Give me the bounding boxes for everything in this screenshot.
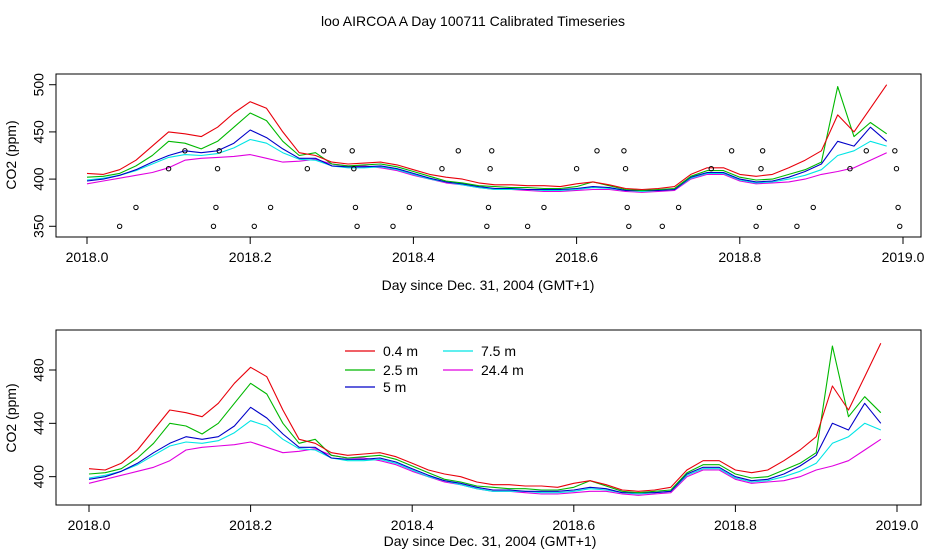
y-tick-label: 350 — [31, 214, 47, 238]
top-x-axis: 2018.0 2018.2 2018.4 2018.6 2018.8 2019.0 — [66, 237, 925, 265]
diamond-marker — [573, 166, 580, 172]
top-x-axis-label: Day since Dec. 31, 2004 (GMT+1) — [382, 277, 595, 293]
series-line-5-m — [88, 402, 882, 494]
x-tick-label: 2018.0 — [66, 249, 109, 265]
diamond-marker — [352, 204, 359, 211]
diamond-marker — [406, 204, 413, 211]
bottom-panel: 400 440 480 2018.0 2018.2 2018.4 2018.6 2018.8… — [3, 329, 922, 549]
series-line-5-m — [86, 126, 888, 191]
diamond-marker — [621, 148, 627, 154]
series-line-7-5-m — [88, 420, 882, 495]
x-tick-label: 2018.2 — [229, 517, 272, 533]
diamond-marker — [390, 223, 396, 229]
diamond-marker — [267, 204, 274, 211]
x-tick-label: 2018.4 — [391, 517, 434, 533]
diamond-marker — [708, 166, 714, 172]
bottom-series-lines — [88, 343, 882, 496]
diamond-marker — [759, 148, 766, 154]
y-tick-label: 400 — [31, 465, 47, 489]
diamond-marker — [216, 148, 222, 154]
diamond-marker — [863, 148, 869, 154]
series-line-0-4-m — [86, 84, 888, 191]
diamond-marker — [758, 166, 764, 172]
diamond-marker — [794, 223, 800, 229]
diamond-marker — [210, 223, 217, 229]
legend-label: 2.5 m — [383, 362, 418, 378]
diamond-marker — [182, 148, 188, 154]
x-tick-label: 2018.4 — [392, 249, 435, 265]
bottom-plot-frame — [55, 329, 922, 506]
diamond-marker — [320, 148, 327, 154]
y-tick-label: 500 — [31, 73, 47, 97]
y-tick-label: 480 — [31, 358, 47, 382]
x-tick-label: 2018.6 — [555, 249, 598, 265]
top-y-axis-label: CO2 (ppm) — [3, 120, 19, 189]
diamond-marker — [753, 223, 759, 229]
diamond-marker — [213, 204, 219, 211]
y-tick-label: 450 — [31, 120, 47, 144]
x-tick-label: 2018.6 — [552, 517, 595, 533]
diamond-marker — [455, 148, 461, 154]
x-tick-label: 2018.0 — [68, 517, 111, 533]
diamond-marker — [893, 166, 900, 172]
diamond-marker — [304, 166, 311, 172]
diamond-marker — [594, 148, 600, 154]
x-tick-label: 2018.8 — [714, 517, 757, 533]
series-line-0-4-m — [88, 343, 882, 492]
diamond-marker — [541, 204, 547, 211]
diamond-marker — [487, 166, 493, 172]
diamond-marker — [622, 166, 629, 172]
top-markers — [116, 148, 903, 229]
x-tick-label: 2019.0 — [882, 249, 925, 265]
legend-label: 7.5 m — [481, 343, 516, 359]
diamond-marker — [810, 204, 816, 211]
top-plot-frame — [55, 73, 922, 238]
diamond-marker — [897, 223, 903, 229]
x-tick-label: 2019.0 — [876, 517, 919, 533]
x-tick-label: 2018.8 — [718, 249, 761, 265]
diamond-marker — [624, 204, 630, 211]
diamond-marker — [892, 148, 898, 154]
y-tick-label: 400 — [31, 167, 47, 191]
diamond-marker — [484, 223, 490, 229]
diamond-marker — [756, 204, 763, 211]
diamond-marker — [675, 204, 682, 211]
diamond-marker — [659, 223, 665, 229]
diamond-marker — [165, 166, 172, 172]
diamond-marker — [133, 204, 139, 211]
bottom-x-axis: 2018.0 2018.2 2018.4 2018.6 2018.8 2019.0 — [68, 505, 919, 533]
top-series-lines — [86, 84, 888, 193]
diamond-marker — [895, 204, 901, 211]
x-tick-label: 2018.2 — [229, 249, 272, 265]
diamond-marker — [847, 166, 853, 172]
top-y-axis: 350 400 450 500 — [31, 73, 56, 238]
diamond-marker — [524, 223, 531, 229]
diamond-marker — [485, 204, 492, 211]
diamond-marker — [439, 166, 445, 172]
diamond-marker — [626, 223, 632, 229]
chart-title: loo AIRCOA A Day 100711 Calibrated Times… — [321, 13, 625, 29]
diamond-marker — [728, 148, 735, 154]
bottom-x-axis-label: Day since Dec. 31, 2004 (GMT+1) — [384, 533, 597, 549]
series-line-2-5-m — [86, 86, 888, 191]
bottom-y-axis-label: CO2 (ppm) — [3, 383, 19, 452]
legend: 0.4 m 2.5 m5 m 7.5 m 24.4 m — [345, 343, 524, 395]
diamond-marker — [349, 148, 355, 154]
legend-label: 0.4 m — [383, 343, 418, 359]
y-tick-label: 440 — [31, 411, 47, 435]
bottom-y-axis: 400 440 480 — [31, 358, 56, 488]
diamond-marker — [351, 166, 357, 172]
series-line-2-5-m — [88, 345, 882, 494]
legend-label: 24.4 m — [481, 362, 524, 378]
diamond-marker — [214, 166, 221, 172]
diamond-marker — [251, 223, 257, 229]
legend-label: 5 m — [383, 379, 406, 395]
diamond-marker — [116, 223, 123, 229]
diamond-marker — [354, 223, 360, 229]
diamond-marker — [489, 148, 495, 154]
